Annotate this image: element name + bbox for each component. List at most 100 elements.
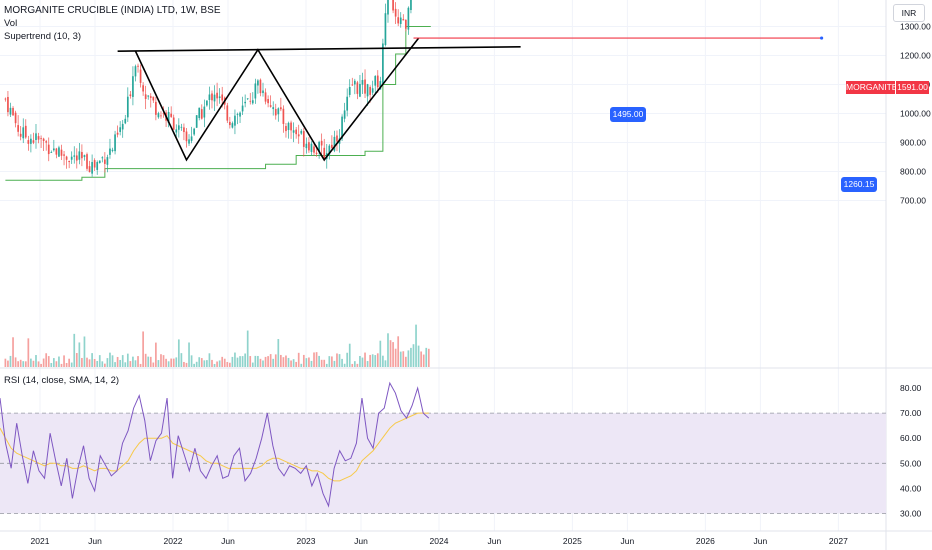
candle-body	[60, 149, 63, 156]
volume-bar	[425, 347, 428, 367]
candle-body	[308, 142, 310, 151]
volume-bar	[417, 345, 420, 367]
candle-body	[297, 134, 300, 137]
volume-bar	[73, 333, 76, 367]
price-tick-label: 1000.00	[900, 109, 931, 119]
volume-bar	[239, 356, 241, 367]
volume-bar	[206, 360, 208, 367]
volume-bar	[328, 356, 331, 367]
drawings[interactable]	[0, 0, 886, 162]
candle-body	[382, 43, 384, 84]
candle-body	[98, 160, 101, 164]
candle-body	[359, 83, 361, 97]
candle-body	[58, 147, 60, 157]
volume-bar	[404, 356, 407, 367]
volume-bar	[19, 359, 22, 367]
volume-bar	[236, 357, 239, 367]
price-tick-label: 800.00	[900, 167, 926, 177]
price-tick-label: 1200.00	[900, 51, 931, 61]
candle-body	[285, 126, 287, 132]
volume-bar	[93, 358, 96, 367]
price-tick-label: 1300.00	[900, 22, 931, 32]
volume-bar	[208, 353, 211, 367]
rsi-tick-label: 40.00	[900, 483, 922, 493]
volume-bar	[183, 361, 185, 367]
candle-body	[83, 155, 86, 157]
volume-bar	[264, 356, 267, 367]
volume-bar	[359, 355, 361, 367]
time-tick-label: Jun	[88, 536, 102, 546]
volume-bar	[139, 363, 142, 367]
volume-bar	[348, 343, 351, 367]
candle-body	[206, 100, 208, 106]
candle-body	[379, 81, 382, 90]
volume-bar	[251, 362, 254, 367]
candle-body	[30, 138, 32, 144]
candle-body	[19, 133, 22, 137]
candle-body	[198, 107, 201, 119]
candle-body	[315, 152, 318, 154]
rsi-label: RSI (14, close, SMA, 14, 2)	[4, 375, 120, 386]
candle-body	[149, 96, 152, 98]
volume-bar	[343, 363, 346, 367]
candle-body	[267, 99, 269, 104]
candle-body	[366, 84, 369, 97]
candle-body	[356, 82, 359, 94]
volume-bar	[157, 360, 160, 367]
volume-bar	[104, 363, 106, 367]
candle-body	[277, 108, 280, 115]
volume-bar	[394, 348, 397, 367]
volume-bar	[231, 356, 234, 367]
candle-body	[234, 115, 236, 126]
candle-body	[251, 100, 254, 104]
candle-body	[392, 0, 394, 11]
rsi-line	[0, 381, 430, 508]
candle-body	[407, 7, 410, 30]
volume-bar	[392, 342, 394, 367]
volume-bar	[297, 352, 300, 367]
candle-body	[126, 96, 129, 118]
rsi-tick-label: 70.00	[900, 408, 922, 418]
candle-body	[203, 106, 206, 118]
volume-bar	[170, 358, 173, 367]
candle-body	[193, 128, 195, 135]
candle-body	[129, 94, 132, 97]
volume-bar	[60, 363, 63, 367]
volume-bar	[188, 342, 190, 367]
candle-body	[318, 141, 320, 152]
candle-body	[88, 166, 91, 173]
candle-body	[264, 92, 267, 102]
candle-body	[348, 87, 351, 95]
volume-bar	[106, 358, 109, 367]
candle-body	[32, 140, 35, 143]
candle-body	[239, 112, 241, 117]
candle-body	[282, 108, 285, 124]
volume-bar	[374, 355, 377, 367]
rsi-tick-label: 30.00	[900, 508, 922, 518]
volume-bar	[369, 354, 371, 367]
volume-bar	[175, 357, 178, 367]
volume-bar	[234, 352, 236, 367]
volume-bar	[17, 361, 19, 367]
level-label-1495[interactable]: 1495.00	[610, 107, 646, 122]
level-label-1260[interactable]: 1260.15	[841, 177, 877, 192]
candle-body	[175, 129, 178, 133]
volume-bar	[300, 363, 303, 367]
candle-body	[387, 0, 389, 15]
candle-body	[399, 17, 402, 24]
volume-bar	[198, 357, 201, 367]
candle-body	[27, 140, 30, 144]
volume-bar	[387, 333, 389, 367]
volume-bar	[277, 339, 280, 367]
candle-body	[91, 161, 93, 174]
candle-body	[70, 156, 73, 160]
volume-bar	[290, 360, 292, 367]
volume-bar	[14, 357, 17, 367]
candle-body	[218, 96, 221, 99]
level-anchor-1260	[820, 36, 824, 40]
volume-bar	[305, 358, 308, 367]
candle-body	[55, 148, 58, 155]
currency-button[interactable]: INR	[893, 4, 925, 22]
volume-bar	[338, 354, 341, 367]
